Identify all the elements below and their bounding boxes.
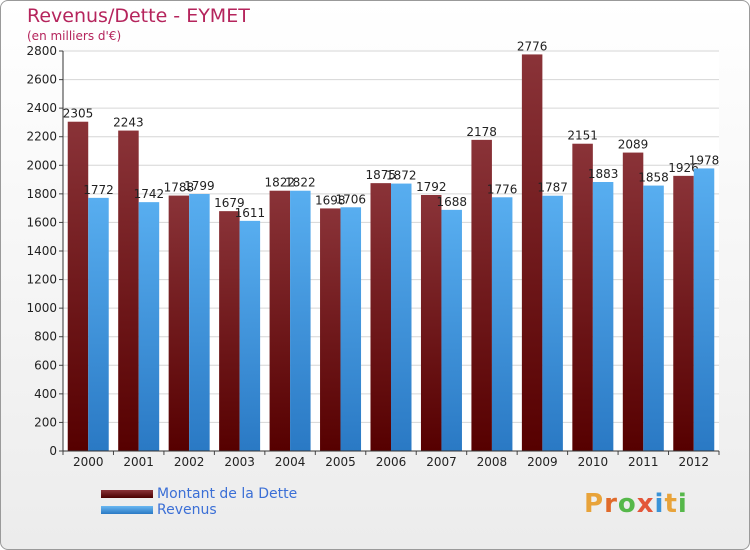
bar-revenus	[542, 195, 563, 451]
legend-swatch-dette	[101, 490, 153, 498]
data-label: 1883	[588, 167, 619, 181]
x-tick-label: 2007	[426, 455, 457, 469]
data-label: 1926	[668, 161, 699, 175]
bar-dette	[572, 143, 593, 451]
bar-revenus	[441, 209, 462, 451]
bar-revenus	[340, 207, 362, 451]
bar-dette	[219, 211, 240, 451]
data-label: 2305	[63, 107, 94, 121]
data-label: 2776	[517, 39, 548, 53]
x-tick-label: 2011	[628, 455, 659, 469]
x-tick-label: 2001	[123, 455, 154, 469]
data-label: 1822	[265, 176, 296, 190]
bar-revenus	[491, 197, 513, 451]
data-label: 1742	[134, 187, 165, 201]
bar-revenus	[290, 190, 311, 451]
y-tick-label: 1000	[26, 301, 57, 315]
x-tick-label: 2012	[678, 455, 709, 469]
bar-dette	[320, 208, 341, 451]
y-tick-label: 2600	[26, 73, 57, 87]
chart-subtitle: (en milliers d'€)	[27, 29, 122, 43]
logo-letter: i	[677, 489, 688, 519]
logo-letter: P	[584, 489, 605, 519]
data-label: 1872	[386, 169, 417, 183]
data-label: 1822	[285, 176, 316, 190]
y-tick-label: 600	[34, 358, 57, 372]
bar-dette	[622, 152, 644, 452]
logo-letter: t	[664, 489, 678, 519]
bar-revenus	[239, 220, 261, 451]
data-label: 1787	[537, 181, 568, 195]
y-tick-label: 1200	[26, 273, 57, 287]
y-tick-label: 2000	[26, 158, 57, 172]
logo-letter: x	[636, 489, 655, 519]
y-tick-label: 2400	[26, 101, 57, 115]
y-tick-label: 2800	[26, 44, 57, 58]
x-tick-label: 2006	[376, 455, 407, 469]
bar-revenus	[138, 202, 160, 451]
proxiti-logo: Proxiti	[584, 489, 688, 519]
chart-title: Revenus/Dette - EYMET	[27, 5, 250, 27]
bar-dette	[521, 54, 543, 452]
logo-letter: o	[617, 489, 637, 519]
logo-letter: i	[654, 489, 665, 519]
data-label: 1776	[487, 182, 518, 196]
x-tick-label: 2004	[275, 455, 306, 469]
bar-dette	[370, 183, 391, 451]
data-label: 2178	[466, 125, 497, 139]
y-tick-label: 400	[34, 387, 57, 401]
legend-label-dette: Montant de la Dette	[157, 486, 298, 502]
logo-letter: r	[604, 489, 618, 519]
x-tick-label: 2002	[174, 455, 205, 469]
y-tick-label: 800	[34, 330, 57, 344]
bar-revenus	[592, 182, 614, 451]
bar-revenus	[88, 197, 109, 451]
x-tick-label: 2005	[325, 455, 356, 469]
data-label: 1799	[184, 179, 215, 193]
x-tick-label: 2000	[73, 455, 104, 469]
y-tick-label: 1600	[26, 215, 57, 229]
x-tick-label: 2010	[578, 455, 609, 469]
y-tick-label: 1800	[26, 187, 57, 201]
bar-revenus	[693, 168, 715, 451]
y-tick-label: 1400	[26, 244, 57, 258]
bar-dette	[673, 175, 694, 451]
data-label: 1679	[214, 196, 245, 210]
data-label: 1772	[83, 183, 114, 197]
data-label: 2089	[618, 138, 649, 152]
y-tick-label: 0	[49, 444, 57, 458]
data-label: 1788	[164, 181, 195, 195]
bar-revenus	[643, 185, 664, 452]
bar-dette	[420, 195, 442, 451]
data-label: 1875	[365, 168, 396, 182]
data-label: 1688	[436, 195, 467, 209]
bar-revenus	[391, 183, 412, 452]
bar-dette	[118, 130, 139, 452]
bar-dette	[168, 195, 190, 451]
y-tick-label: 200	[34, 415, 57, 429]
data-label: 1858	[638, 171, 669, 185]
data-label: 1611	[235, 206, 266, 220]
bar-revenus	[189, 194, 210, 451]
y-tick-label: 2200	[26, 130, 57, 144]
data-label: 1792	[416, 180, 447, 194]
legend-label-revenus: Revenus	[157, 502, 217, 518]
data-label: 1706	[336, 192, 367, 206]
x-tick-label: 2009	[527, 455, 558, 469]
bar-dette	[471, 139, 492, 451]
bar-dette	[269, 190, 291, 451]
x-tick-label: 2008	[477, 455, 508, 469]
data-label: 1978	[689, 153, 720, 167]
data-label: 2151	[567, 129, 598, 143]
bar-dette	[67, 121, 89, 451]
data-label: 2243	[113, 116, 144, 130]
x-tick-label: 2003	[224, 455, 255, 469]
legend-swatch-revenus	[101, 506, 153, 514]
data-label: 1698	[315, 193, 346, 207]
